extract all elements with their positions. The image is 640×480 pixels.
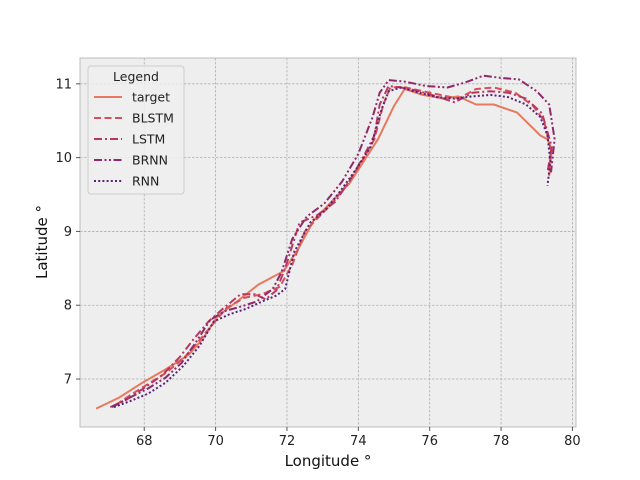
legend-label-target: target — [132, 90, 170, 105]
x-axis: 68 70 72 74 76 78 80 — [136, 427, 581, 449]
plot-frame — [79, 57, 577, 428]
y-tick-label: 11 — [55, 77, 72, 92]
legend-label-rnn: RNN — [132, 174, 159, 189]
y-axis-label: Latitude ° — [33, 205, 51, 279]
y-tick-label: 7 — [64, 373, 72, 388]
legend-title: Legend — [113, 69, 159, 84]
series-group — [95, 74, 556, 410]
x-axis-label: Longitude ° — [285, 452, 372, 470]
legend-label-lstm: LSTM — [132, 132, 165, 147]
series-line-brnn — [111, 74, 556, 408]
x-tick-label: 78 — [493, 434, 510, 449]
y-axis: 7 8 9 10 11 — [55, 77, 80, 388]
series-line-blstm — [115, 85, 552, 406]
x-tick-label: 68 — [136, 434, 153, 449]
y-tick-label: 10 — [55, 151, 72, 166]
legend-label-blstm: BLSTM — [132, 111, 174, 126]
grid — [80, 58, 576, 427]
x-tick-label: 76 — [421, 434, 438, 449]
legend: Legend target BLSTM LSTM BRNN RNN — [87, 65, 185, 195]
series-line-target — [95, 88, 553, 410]
y-tick-label: 9 — [64, 225, 72, 240]
x-tick-label: 80 — [564, 434, 581, 449]
x-tick-label: 72 — [279, 434, 296, 449]
y-tick-label: 8 — [64, 299, 72, 314]
legend-label-brnn: BRNN — [132, 153, 168, 168]
series-line-lstm — [109, 85, 553, 409]
x-tick-label: 70 — [207, 434, 224, 449]
x-tick-label: 74 — [350, 434, 367, 449]
